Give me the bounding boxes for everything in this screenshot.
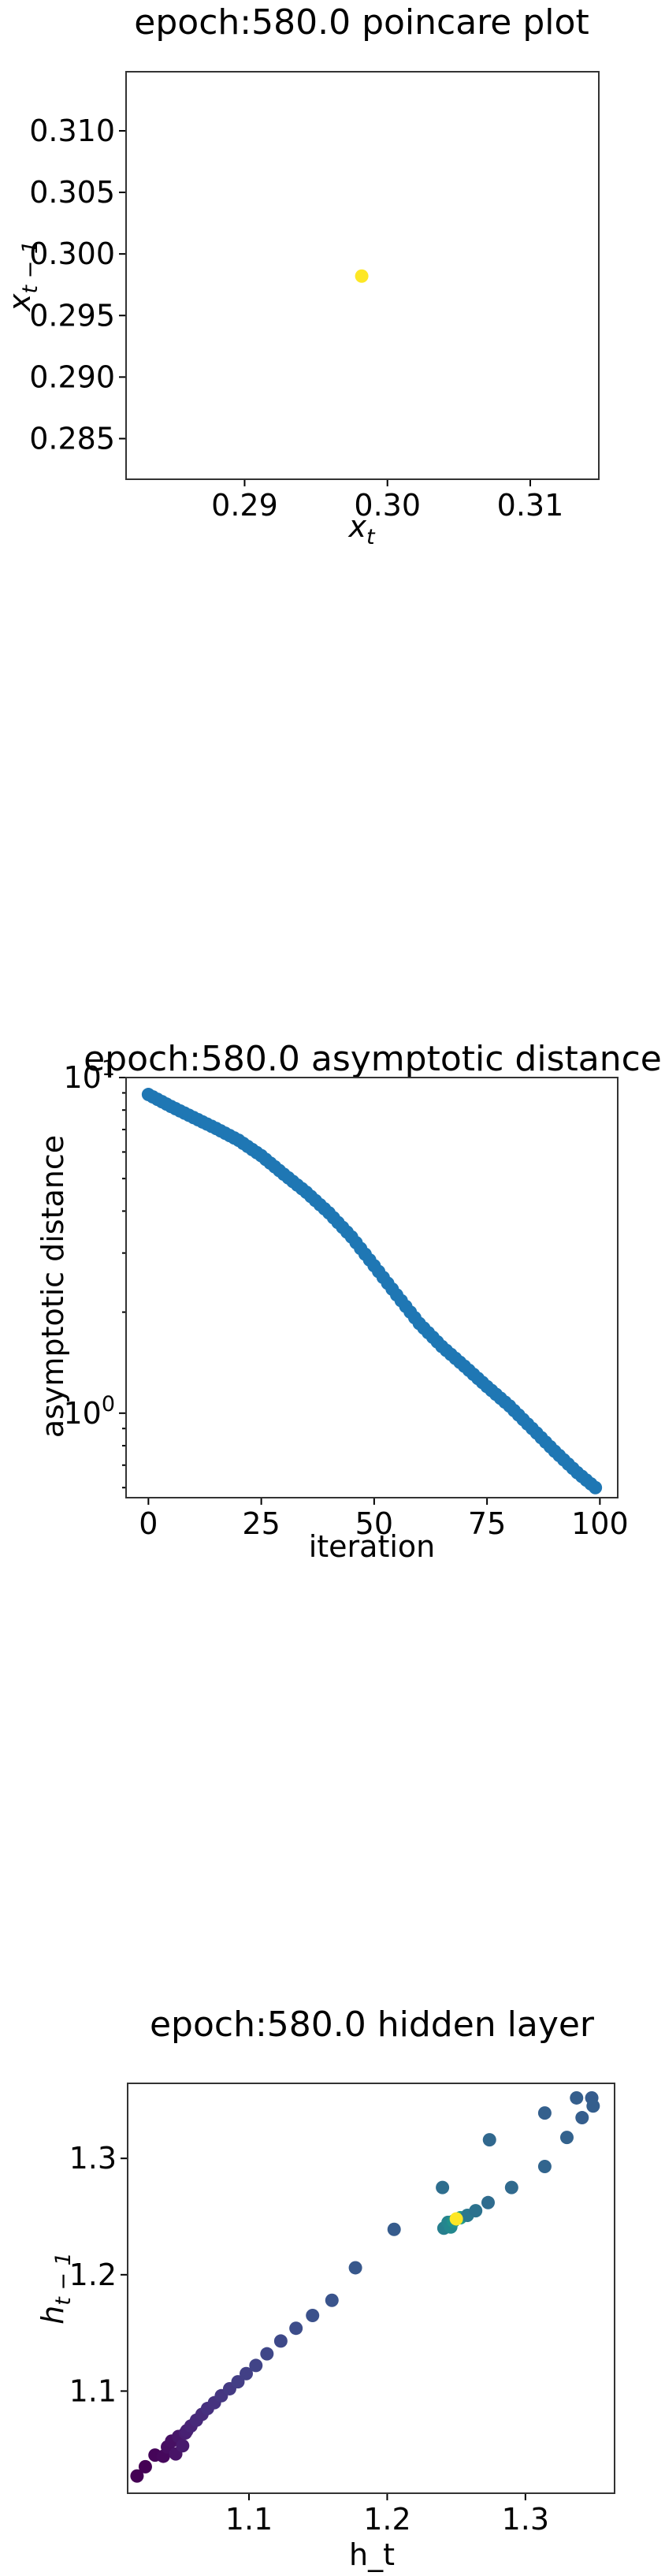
data-point [482,2133,496,2147]
plot-area: 100 101 0 25 50 75 100 [63,1056,628,1541]
x-tick-label: 75 [468,1506,506,1541]
y-tick-label: 100 [63,1392,115,1431]
plot-area: 1.1 1.2 1.3 1.1 1.2 1.3 [69,2083,615,2537]
x-tick-label: 100 [571,1506,629,1541]
data-point [273,2334,288,2348]
chart-title: epoch:580.0 asymptotic distance [84,1039,662,1079]
data-point [586,2099,600,2113]
data-point [589,1480,603,1495]
y-axis-label: ht − 1 [35,2252,76,2325]
data-point [504,2180,518,2194]
data-point [306,2308,320,2322]
y-tick-label: 1.1 [69,2373,117,2408]
y-axis-ticks: 0.285 0.290 0.295 0.300 0.305 0.310 [29,114,126,456]
data-point [249,2358,263,2373]
data-point [469,2204,483,2218]
data-point [436,2180,450,2194]
x-tick-label: 0.31 [497,488,564,523]
x-tick-label: 1.3 [502,2502,549,2537]
data-point [537,2106,552,2120]
data-point [240,2366,254,2381]
y-tick-label: 0.305 [29,175,115,210]
y-axis-ticks: 1.1 1.2 1.3 [69,2141,128,2408]
data-point [575,2111,589,2125]
x-axis-ticks: 0.29 0.30 0.31 [211,479,563,523]
chart-title: epoch:580.0 hidden layer [150,2005,595,2045]
y-tick-label: 0.285 [29,421,115,456]
x-axis-label: iteration [309,1529,436,1564]
data-point [325,2293,339,2307]
data-point [355,269,369,283]
x-tick-label: 1.1 [225,2502,273,2537]
y-tick-label: 1.3 [69,2141,117,2176]
y-tick-label: 0.300 [29,236,115,271]
x-axis-ticks: 0 25 50 75 100 [139,1498,629,1541]
x-tick-label: 25 [242,1506,280,1541]
y-tick-label: 0.295 [29,298,115,333]
x-tick-label: 0.29 [211,488,278,523]
data-point [387,2222,401,2236]
x-tick-label: 0 [139,1506,158,1541]
plot-frame [125,71,600,480]
data-points [141,1088,603,1495]
x-axis-label: xt [347,509,376,549]
plot-frame [125,1077,619,1498]
y-tick-label: 0.310 [29,114,115,148]
x-axis-label: h_t [349,2537,395,2572]
y-tick-label: 1.2 [69,2258,117,2292]
data-point [481,2195,495,2209]
data-point [289,2321,303,2336]
data-point [130,2469,144,2483]
x-tick-label: 1.2 [363,2502,411,2537]
data-points [355,269,369,283]
y-axis-label: xt − 1 [2,240,43,312]
x-tick-label: 50 [355,1506,393,1541]
data-point [559,2131,574,2145]
hidden-layer-chart: epoch:580.0 hidden layer 1.11.21.3 1.1 1.… [35,2005,615,2572]
data-point [348,2261,362,2275]
y-axis-ticks: 100 101 [63,1056,126,1489]
data-point [231,2375,245,2389]
chart-title: epoch:580.0 poincare plot [134,2,589,43]
data-point [260,2347,274,2361]
x-tick-label: 0.30 [354,488,421,523]
data-points [130,2090,600,2483]
data-point [138,2459,152,2474]
x-axis-ticks: 1.1 1.2 1.3 [225,2493,549,2537]
y-axis-label: asymptotic distance [35,1135,70,1438]
data-point [537,2160,552,2174]
plot-frame [127,2083,615,2494]
y-tick-label: 101 [63,1056,115,1095]
asymptotic-distance-chart: epoch:580.0 asymptotic distance 100 101 0… [35,1039,662,1564]
y-tick-label: 0.290 [29,359,115,394]
data-point [176,2439,190,2453]
poincare-plot-chart: epoch:580.0 poincare plot 0.285 0.290 0.29… [2,2,600,549]
data-point [449,2212,463,2226]
data-point [570,2090,584,2105]
